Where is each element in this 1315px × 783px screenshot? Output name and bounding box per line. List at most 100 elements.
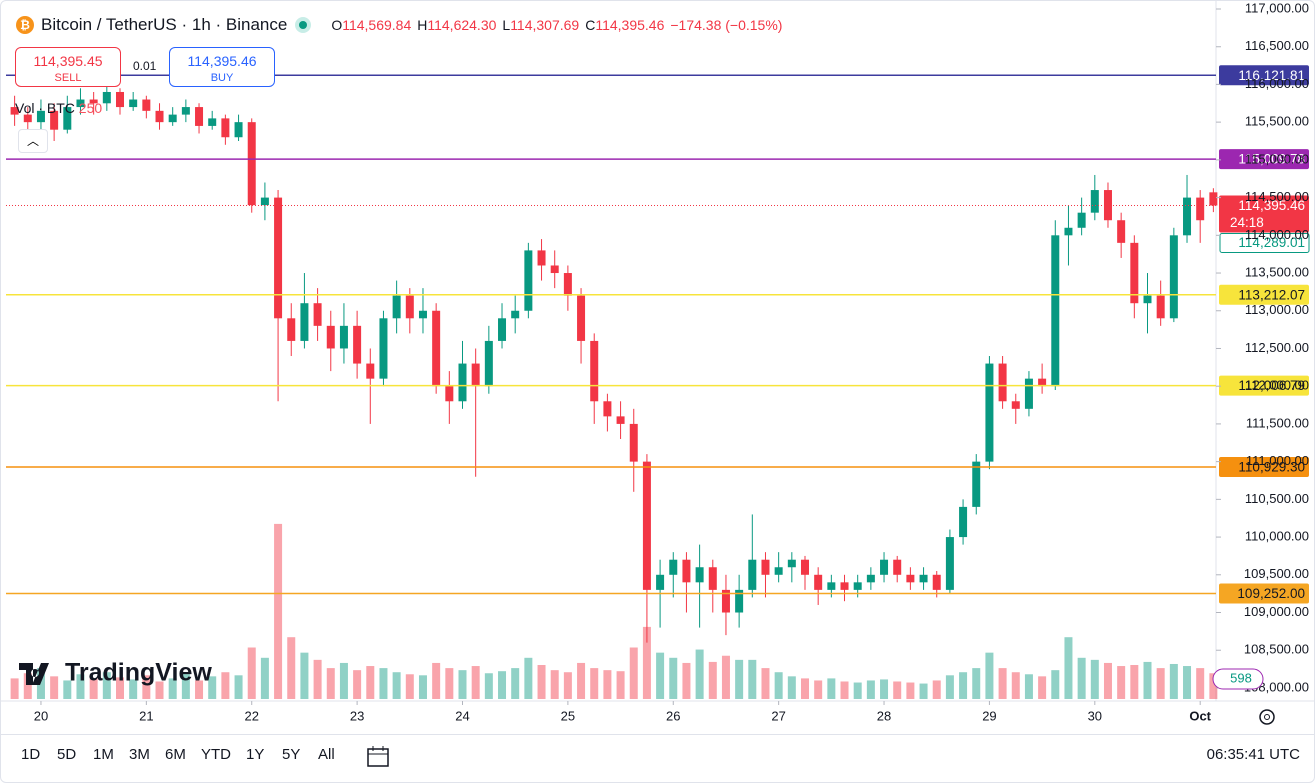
collapse-legend[interactable]: ︿ <box>18 129 48 153</box>
volume-bar <box>853 682 862 699</box>
candle-body <box>432 310 441 387</box>
volume-bar <box>906 682 915 699</box>
level-label: 109,252.00 <box>1237 586 1305 601</box>
candle-body <box>577 295 586 341</box>
range-button[interactable]: YTD <box>201 746 231 763</box>
ohlc-value: 114,624.30 <box>427 17 497 33</box>
y-tick-label: 117,000.00 <box>1245 1 1309 15</box>
y-tick-label: 114,500.00 <box>1245 189 1309 204</box>
level-layer: 116,121.81 115,009.78 113,212.07 112,006.79… <box>6 65 1310 604</box>
ohlc-value: 114,395.46 <box>595 17 665 33</box>
range-button[interactable]: 5D <box>57 746 77 763</box>
buy-button[interactable]: 114,395.46 BUY <box>169 47 275 87</box>
candle-body <box>708 567 717 590</box>
candle-body <box>63 107 72 130</box>
range-button[interactable]: 5Y <box>282 746 301 763</box>
order-size[interactable]: 0.01 <box>133 59 157 73</box>
settings-icon[interactable] <box>1259 709 1275 725</box>
level-label: 116,121.81 <box>1238 68 1305 83</box>
range-button[interactable]: 1D <box>21 746 41 763</box>
sell-price: 114,395.45 <box>33 53 103 69</box>
volume-bar <box>234 675 243 699</box>
volume-bar <box>800 678 809 699</box>
date-range-icon[interactable] <box>365 745 391 773</box>
volume-bar <box>748 659 757 699</box>
y-tick-label: 110,500.00 <box>1245 491 1309 506</box>
candle-body <box>10 107 19 115</box>
y-tick-label: 113,500.00 <box>1245 264 1309 279</box>
ohlc-key: L <box>502 17 511 33</box>
candle-body <box>1209 192 1218 206</box>
volume-bar <box>1169 663 1178 699</box>
candle-body <box>326 325 335 349</box>
candle-body <box>300 303 309 341</box>
range-button[interactable]: All <box>318 746 335 763</box>
volume-bar <box>115 677 124 699</box>
x-tick-label: 30 <box>1088 708 1102 723</box>
candle-body <box>339 325 348 349</box>
candle-body <box>682 559 691 583</box>
candle-body <box>274 197 283 319</box>
candle-body <box>1117 220 1126 243</box>
volume-bar <box>247 647 256 699</box>
candle-body <box>115 91 124 108</box>
candle-body <box>787 559 796 568</box>
svg-text:₿: ₿ <box>20 18 30 32</box>
candle-body <box>893 559 902 575</box>
level-tag <box>1219 149 1309 170</box>
candle-body <box>142 99 151 111</box>
y-tick-label: 109,000.00 <box>1244 604 1309 619</box>
volume-bar <box>629 647 638 699</box>
candle-body <box>353 325 362 364</box>
clock: 06:35:41 UTC <box>1206 746 1300 763</box>
candle-body <box>418 310 427 319</box>
volume-scale-label: 598 <box>1230 670 1252 685</box>
candle-body <box>563 273 572 296</box>
volume-bar <box>511 668 520 699</box>
candle-body <box>498 318 507 341</box>
candle-body <box>208 118 217 126</box>
range-button[interactable]: 1Y <box>246 746 265 763</box>
candle-body <box>181 107 190 115</box>
y-tick-label: 111,500.00 <box>1246 415 1309 430</box>
volume-bar <box>1209 673 1218 699</box>
market-status <box>295 17 312 33</box>
ohlc-item: C114,395.46 <box>585 17 664 33</box>
volume-bar <box>616 671 625 699</box>
volume-bar <box>524 657 533 699</box>
ohlc-item: L114,307.69 <box>502 17 579 33</box>
volume-bar <box>814 680 823 699</box>
volume-bar <box>761 668 770 699</box>
y-tick-label: 114,000.00 <box>1245 227 1309 242</box>
volume-bar <box>458 670 467 699</box>
volume-bar <box>498 671 507 699</box>
candle-body <box>840 582 849 590</box>
volume-bar <box>10 678 19 699</box>
level-tag <box>1219 65 1309 86</box>
volume-bar <box>392 672 401 699</box>
sell-button[interactable]: 114,395.45 SELL <box>15 47 121 87</box>
y-tick-label: 109,500.00 <box>1244 566 1309 581</box>
range-button[interactable]: 3M <box>129 746 150 763</box>
candle-body <box>748 559 757 590</box>
candle-body <box>1011 401 1020 409</box>
candle-body <box>1064 227 1073 236</box>
level-tag <box>1219 583 1309 604</box>
range-button[interactable]: 6M <box>165 746 186 763</box>
x-tick-label: 25 <box>561 708 575 723</box>
toolbar-border <box>1 734 1314 735</box>
candle-body <box>1090 190 1099 213</box>
range-button[interactable]: 1M <box>93 746 114 763</box>
volume-bar <box>366 666 375 699</box>
volume-bar <box>1143 661 1152 699</box>
candle-layer <box>10 84 1218 643</box>
volume-bar <box>300 652 309 699</box>
volume-scale-tag <box>1212 668 1264 690</box>
candle-body <box>800 559 809 575</box>
volume-bar <box>590 668 599 699</box>
volume-bar <box>774 672 783 699</box>
volume-bar <box>1038 676 1047 699</box>
x-tick-label: 22 <box>244 708 258 723</box>
candle-body <box>774 567 783 575</box>
